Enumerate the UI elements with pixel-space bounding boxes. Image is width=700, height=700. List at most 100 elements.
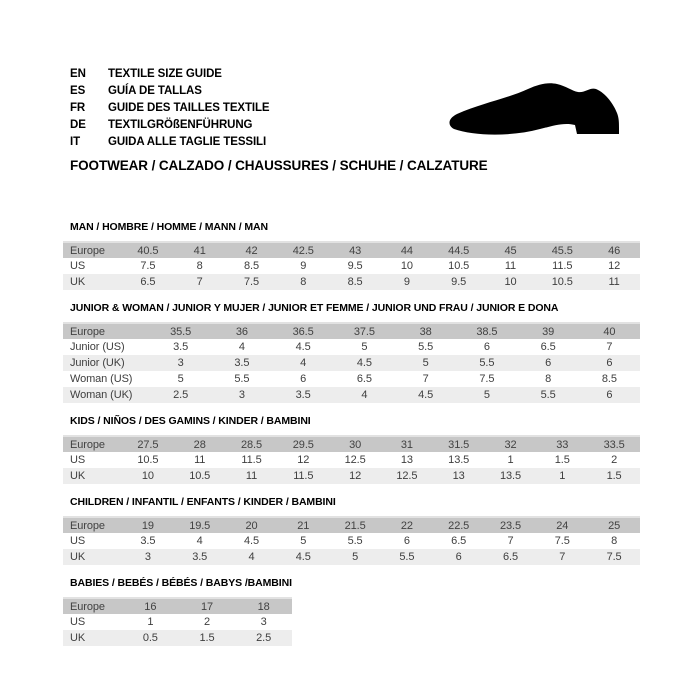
size-table-row: US 10.5 11 11.5 12 12.5 13 13.5 1 1.5 2 <box>63 452 640 468</box>
size-cell: 2 <box>203 616 210 628</box>
language-label: GUIDA ALLE TAGLIE TESSILI <box>108 136 267 148</box>
size-cell: 3.5 <box>234 357 250 369</box>
size-table-header-row: Europe 35.5 36 36.5 37.5 38 38.5 39 40 <box>63 323 640 339</box>
size-cell: 8.5 <box>601 373 617 385</box>
size-table-row: Junior (US) 3.5 4 4.5 5 5.5 6 6.5 7 <box>63 339 640 355</box>
size-cell: 0.5 <box>142 632 158 644</box>
size-cell: 2 <box>611 454 618 466</box>
size-cell: 19.5 <box>189 519 211 532</box>
size-cell: 10 <box>504 276 517 288</box>
size-cell: 28.5 <box>240 438 262 451</box>
size-cell: 6.5 <box>502 551 518 563</box>
size-cell: 33.5 <box>603 438 625 451</box>
row-label: Europe <box>70 519 105 532</box>
size-cell: 4 <box>238 341 245 353</box>
row-label: Europe <box>70 600 105 613</box>
row-label: UK <box>70 470 86 482</box>
size-cell: 10.5 <box>551 276 573 288</box>
size-cell: 5.5 <box>347 535 363 547</box>
size-cell: 45 <box>504 244 517 257</box>
size-cell: 1.5 <box>199 632 215 644</box>
size-table: Europe 35.5 36 36.5 37.5 38 38.5 39 40 Junior (US… <box>63 322 640 403</box>
size-cell: 4.5 <box>356 357 372 369</box>
size-cell: 12 <box>297 454 310 466</box>
size-cell: 19 <box>141 519 154 532</box>
size-cell: 43 <box>349 244 362 257</box>
size-cell: 40.5 <box>137 244 159 257</box>
size-cell: 13 <box>452 470 465 482</box>
size-cell: 27.5 <box>137 438 159 451</box>
size-table-row: UK 3 3.5 4 4.5 5 5.5 6 6.5 7 7.5 <box>63 549 640 565</box>
row-label: Europe <box>70 438 105 451</box>
size-table: Europe 27.5 28 28.5 29.5 30 31 31.5 32 33 33.5 US 10… <box>63 435 640 484</box>
size-cell: 45.5 <box>551 244 573 257</box>
size-cell: 12.5 <box>344 454 366 466</box>
size-cell: 1 <box>507 454 514 466</box>
size-section: MAN / HOMBRE / HOMME / MANN / MAN Europe 4… <box>63 221 640 290</box>
size-cell: 1.5 <box>554 454 570 466</box>
section-title: KIDS / NIÑOS / DES GAMINS / KINDER / BAM… <box>70 415 311 427</box>
row-label: Woman (UK) <box>70 389 133 401</box>
size-cell: 4.5 <box>418 389 434 401</box>
size-cell: 6 <box>545 357 552 369</box>
size-cell: 9 <box>300 260 307 272</box>
size-section: CHILDREN / INFANTIL / ENFANTS / KINDER /… <box>63 496 640 565</box>
size-table-row: Woman (UK) 2.5 3 3.5 4 4.5 5 5.5 6 <box>63 387 640 403</box>
size-cell: 29.5 <box>292 438 314 451</box>
size-cell: 8 <box>196 260 203 272</box>
size-cell: 4 <box>248 551 255 563</box>
size-cell: 7.5 <box>243 276 259 288</box>
section-title: JUNIOR & WOMAN / JUNIOR Y MUJER / JUNIOR… <box>70 302 559 314</box>
size-cell: 8.5 <box>243 260 259 272</box>
size-cell: 7.5 <box>554 535 570 547</box>
row-label: US <box>70 616 86 628</box>
language-row: EN TEXTILE SIZE GUIDE <box>70 66 270 83</box>
size-table: Europe 19 19.5 20 21 21.5 22 22.5 23.5 24 25 US 3.5 4… <box>63 516 640 565</box>
size-cell: 22 <box>400 519 413 532</box>
size-cell: 38 <box>419 325 432 338</box>
row-label: Junior (UK) <box>70 357 125 369</box>
size-cell: 6.5 <box>356 373 372 385</box>
language-code: DE <box>70 119 86 131</box>
size-cell: 21.5 <box>344 519 366 532</box>
size-cell: 6 <box>483 341 490 353</box>
size-cell: 11 <box>504 260 517 272</box>
size-section: JUNIOR & WOMAN / JUNIOR Y MUJER / JUNIOR… <box>63 302 640 403</box>
size-cell: 13 <box>400 454 413 466</box>
size-cell: 38.5 <box>476 325 498 338</box>
size-cell: 7 <box>606 341 613 353</box>
size-cell: 13.5 <box>448 454 470 466</box>
size-cell: 5 <box>483 389 490 401</box>
size-cell: 9.5 <box>347 260 363 272</box>
row-label: UK <box>70 632 86 644</box>
size-cell: 22.5 <box>448 519 470 532</box>
row-label: Europe <box>70 325 105 338</box>
size-cell: 3.5 <box>140 535 156 547</box>
size-table-header-row: Europe 19 19.5 20 21 21.5 22 22.5 23.5 24 25 <box>63 517 640 533</box>
size-cell: 7 <box>422 373 429 385</box>
size-cell: 3 <box>144 551 151 563</box>
size-cell: 24 <box>556 519 569 532</box>
size-cell: 9 <box>403 276 410 288</box>
language-code: FR <box>70 102 86 114</box>
language-row: IT GUIDA ALLE TAGLIE TESSILI <box>70 134 270 151</box>
size-table-header-row: Europe 40.5 41 42 42.5 43 44 44.5 45 45.5 46 <box>63 242 640 258</box>
size-cell: 3 <box>238 389 245 401</box>
size-cell: 3 <box>260 616 267 628</box>
size-cell: 4.5 <box>295 341 311 353</box>
size-tables-container: MAN / HOMBRE / HOMME / MANN / MAN Europe 4… <box>63 221 640 658</box>
size-cell: 40 <box>603 325 616 338</box>
size-cell: 6.5 <box>451 535 467 547</box>
language-label: TEXTILGRÖßENFÜHRUNG <box>108 119 253 131</box>
language-row: ES GUÍA DE TALLAS <box>70 83 270 100</box>
size-cell: 31 <box>400 438 413 451</box>
size-table-header-row: Europe 27.5 28 28.5 29.5 30 31 31.5 32 33 33.5 <box>63 436 640 452</box>
row-label: UK <box>70 276 86 288</box>
size-cell: 5 <box>422 357 429 369</box>
size-cell: 5 <box>361 341 368 353</box>
size-cell: 11 <box>608 276 620 288</box>
size-cell: 6.5 <box>540 341 556 353</box>
language-row: DE TEXTILGRÖßENFÜHRUNG <box>70 117 270 134</box>
language-code: EN <box>70 68 86 80</box>
